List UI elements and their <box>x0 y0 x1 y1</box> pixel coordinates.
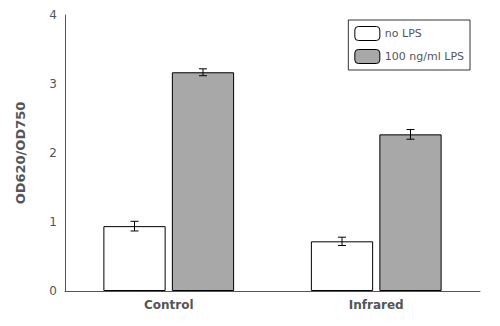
svg-text:4: 4 <box>49 8 57 22</box>
svg-text:1: 1 <box>49 215 57 229</box>
svg-text:OD620/OD750: OD620/OD750 <box>13 102 28 205</box>
svg-text:no LPS: no LPS <box>385 27 422 40</box>
svg-text:0: 0 <box>49 284 57 298</box>
svg-text:3: 3 <box>49 77 57 91</box>
svg-text:Control: Control <box>144 298 194 312</box>
svg-text:Infrared: Infrared <box>349 298 404 312</box>
svg-text:2: 2 <box>49 146 57 160</box>
svg-text:100 ng/ml LPS: 100 ng/ml LPS <box>385 50 464 63</box>
